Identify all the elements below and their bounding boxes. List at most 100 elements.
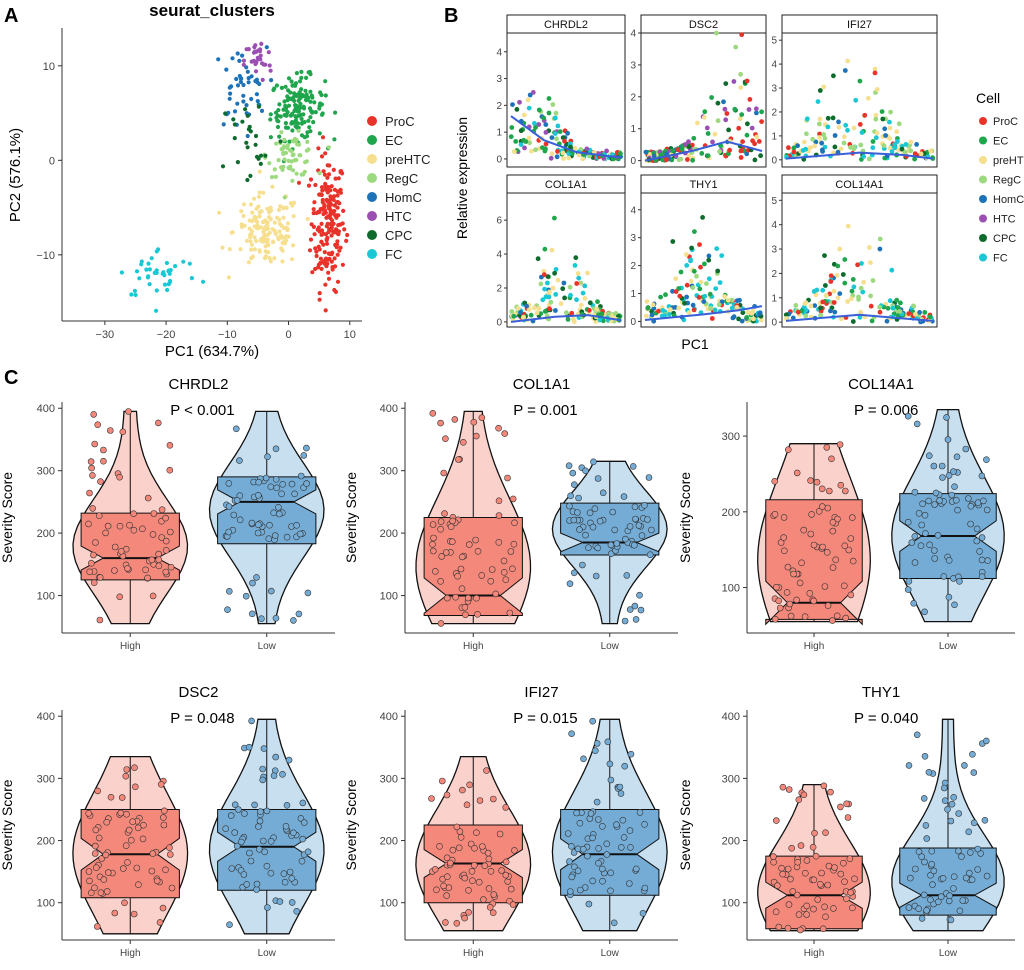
point-proc <box>855 262 860 268</box>
point-high <box>506 609 514 617</box>
y-tick-label: 0 <box>49 155 55 167</box>
point-cpc <box>244 140 249 145</box>
point-prehtc <box>252 214 257 220</box>
point-high <box>511 847 518 854</box>
legend-swatch-prehtc <box>979 156 987 164</box>
point-high <box>453 919 461 927</box>
point-high <box>103 888 111 895</box>
legend-swatch-proc <box>979 117 987 125</box>
point-ec <box>285 94 290 99</box>
y-axis-label: Severity Score <box>343 779 359 870</box>
box-title: CHRDL2 <box>168 376 228 393</box>
point-prehtc <box>291 214 296 219</box>
point-proc <box>332 208 337 214</box>
point-homc <box>651 306 657 311</box>
point-high <box>453 823 461 831</box>
point-high <box>96 574 104 581</box>
point-low <box>575 494 582 502</box>
point-low <box>576 526 583 533</box>
point-regc <box>866 156 872 162</box>
x-tick-label: High <box>463 948 484 959</box>
point-high <box>772 908 780 916</box>
y-tick-label: 400 <box>722 711 740 723</box>
point-prehtc <box>576 152 582 158</box>
point-prehtc <box>226 275 231 280</box>
point-high <box>474 547 482 555</box>
point-high <box>90 579 98 587</box>
point-low <box>953 453 961 461</box>
point-low <box>607 550 615 558</box>
point-fc <box>684 263 690 268</box>
point-proc <box>330 250 335 255</box>
point-proc <box>326 276 332 281</box>
y-axis-label: Severity Score <box>677 472 693 563</box>
point-regc <box>274 141 279 146</box>
point-prehtc <box>643 313 649 319</box>
point-high <box>429 547 437 555</box>
point-prehtc <box>908 139 914 145</box>
point-homc <box>216 57 221 62</box>
point-fc <box>553 292 559 297</box>
point-high <box>85 809 92 817</box>
facet-frame <box>781 192 938 328</box>
point-prehtc <box>270 239 276 245</box>
point-regc <box>821 132 827 137</box>
point-cpc <box>823 283 828 288</box>
point-low <box>951 601 958 609</box>
point-fc <box>843 122 849 128</box>
point-prehtc <box>848 296 854 302</box>
panel-label-c: C <box>4 367 18 389</box>
point-low <box>573 509 581 516</box>
point-cpc <box>240 119 245 124</box>
facet-title: DSC2 <box>689 19 718 31</box>
point-high <box>104 522 112 530</box>
point-high <box>495 512 503 519</box>
y-tick-label: 3 <box>496 74 502 85</box>
point-fc <box>154 288 159 293</box>
point-regc <box>290 153 295 158</box>
point-high <box>116 522 124 530</box>
point-ec <box>857 78 863 84</box>
point-high <box>442 919 449 926</box>
point-high <box>806 589 814 597</box>
point-homc <box>235 83 241 88</box>
point-high <box>100 876 108 883</box>
point-high <box>441 510 448 517</box>
point-high <box>793 891 801 899</box>
point-ec <box>290 111 295 117</box>
point-high <box>798 559 805 567</box>
point-high <box>168 884 176 892</box>
point-prehtc <box>701 115 707 120</box>
point-homc <box>882 126 888 132</box>
point-ec <box>306 118 311 123</box>
point-cpc <box>263 153 268 158</box>
point-low <box>293 521 300 529</box>
point-proc <box>335 279 341 284</box>
point-regc <box>305 139 310 144</box>
point-cpc <box>235 160 240 165</box>
point-fc <box>164 260 169 266</box>
point-low <box>582 531 589 539</box>
point-low <box>966 849 974 856</box>
point-proc <box>574 281 580 286</box>
point-high <box>443 854 451 862</box>
point-low <box>231 829 238 836</box>
point-low <box>613 540 621 547</box>
point-proc <box>342 227 347 232</box>
point-low <box>938 462 946 470</box>
point-low <box>606 760 614 768</box>
point-high <box>780 514 788 521</box>
point-regc <box>279 130 284 135</box>
point-prehtc <box>845 223 851 229</box>
panel-a-points <box>119 41 350 313</box>
y-tick-label: 3 <box>771 245 777 256</box>
point-low <box>921 858 928 866</box>
x-tick-label: Low <box>258 948 277 959</box>
point-homc <box>554 154 560 160</box>
point-low <box>923 907 930 914</box>
point-ec <box>307 106 313 111</box>
point-low <box>566 502 573 510</box>
legend-label-fc: FC <box>993 253 1008 265</box>
